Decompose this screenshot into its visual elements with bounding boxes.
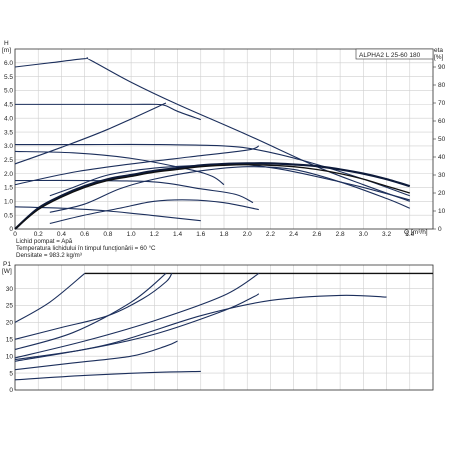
head-y-ticks: 0 0.5 1.0 1.5 2.0 2.5 3.0 3.5 4.0 4.5 5.0 5.5 6.0 [4,60,13,233]
y-tick-label: 1.0 [4,199,13,206]
fluid-notes: Lichid pompat = Apă Temperatura lichidul… [16,238,156,259]
head-curve-1 [14,57,410,202]
head-curve-11 [49,199,259,224]
head-chart: 0 0.2 0.4 0.6 0.8 1.0 1.2 1.4 1.6 1.8 2.0 2.2 2.4 2.6… [2,40,446,238]
power-curves [14,272,433,381]
power-curve-8 [14,340,178,371]
y-tick-label: 5.5 [4,74,13,81]
note-density: Densitate = 983.2 kg/m³ [16,252,82,259]
x-tick-label: 3.2 [382,231,391,238]
power-curve-9 [14,370,201,381]
y-tick-label: 3.5 [4,129,13,136]
y2-tick-label: 20 [438,190,446,197]
y-tick-label: 3.0 [4,143,13,150]
head-y-label: H [4,40,9,47]
head-y-unit: [m] [2,47,11,54]
model-label: ALPHA2 L 25-60 180 [359,52,421,59]
x-tick-label: 1.4 [173,231,182,238]
power-chart: 0 5 10 15 20 25 30 P1 [W] [2,261,434,394]
head-curve-5 [14,179,254,204]
head-curve-4 [14,150,225,186]
power-curve-3 [14,273,173,340]
head-y2-ticks: 0 10 20 30 40 50 60 70 80 90 [433,64,446,233]
power-curve-7 [14,294,387,362]
x-tick-label: 1.0 [127,231,136,238]
y-tick-label: 15 [6,337,14,344]
y-tick-label: 10 [6,353,14,360]
power-plot-frame [14,264,434,391]
x-tick-label: 2.4 [289,231,298,238]
head-x-label: Q [404,229,409,236]
x-tick-label: 2.0 [243,231,252,238]
y2-tick-label: 60 [438,118,446,125]
power-y-ticks: 0 5 10 15 20 25 30 [6,286,14,394]
y-tick-label: 20 [6,320,14,327]
y2-tick-label: 80 [438,82,446,89]
x-tick-label: 0 [13,231,17,238]
x-tick-label: 1.2 [150,231,159,238]
head-curve-8 [14,145,260,186]
y-tick-label: 0 [9,226,13,233]
y2-tick-label: 40 [438,154,446,161]
y2-tick-label: 10 [438,208,446,215]
x-tick-label: 2.6 [312,231,321,238]
y-tick-label: 5.0 [4,88,13,95]
y2-tick-label: 70 [438,100,446,107]
y-tick-label: 25 [6,303,14,310]
power-y-unit: [W] [2,268,12,275]
head-y2-unit: [%] [434,54,444,61]
y-tick-label: 4.5 [4,102,13,109]
head-x-unit: [m³/h] [411,229,428,236]
x-tick-label: 3.0 [359,231,368,238]
y-tick-label: 5 [9,370,13,377]
power-y-label: P1 [3,261,11,268]
y-tick-label: 0 [9,387,13,394]
model-label-box [355,48,434,60]
y-tick-label: 1.5 [4,185,13,192]
x-tick-label: 2.2 [266,231,275,238]
x-tick-label: 1.6 [196,231,205,238]
y2-tick-label: 0 [438,226,442,233]
head-curve-10 [49,166,410,213]
y2-tick-label: 30 [438,172,446,179]
power-curve-5 [14,272,260,359]
power-curve-2 [14,273,86,323]
head-curve-13 [14,164,410,230]
y-tick-label: 2.0 [4,171,13,178]
x-tick-label: 0.8 [103,231,112,238]
y-tick-label: 0.5 [4,212,13,219]
head-y2-label: eta [434,47,443,54]
y-tick-label: 2.5 [4,157,13,164]
note-temperature: Temperatura lichidului în timpul funcţio… [16,245,156,252]
x-tick-label: 0.2 [34,231,43,238]
head-curve-2 [14,103,201,121]
head-curves [14,57,411,230]
head-curve-12 [14,162,411,230]
power-curve-4 [14,273,167,350]
y-tick-label: 4.0 [4,115,13,122]
x-tick-label: 3.4 [405,231,414,238]
x-tick-label: 1.8 [219,231,228,238]
x-tick-label: 0.6 [80,231,89,238]
x-tick-label: 0.4 [57,231,66,238]
y2-tick-label: 50 [438,136,446,143]
head-curve-7 [14,102,167,165]
y-tick-label: 6.0 [4,60,13,67]
note-fluid: Lichid pompat = Apă [16,238,73,245]
y-tick-label: 30 [6,286,14,293]
head-x-ticks: 0 0.2 0.4 0.6 0.8 1.0 1.2 1.4 1.6 1.8 2.0 2.2 2.4 2.6… [13,231,414,238]
x-tick-label: 2.8 [336,231,345,238]
y2-tick-label: 90 [438,64,446,71]
